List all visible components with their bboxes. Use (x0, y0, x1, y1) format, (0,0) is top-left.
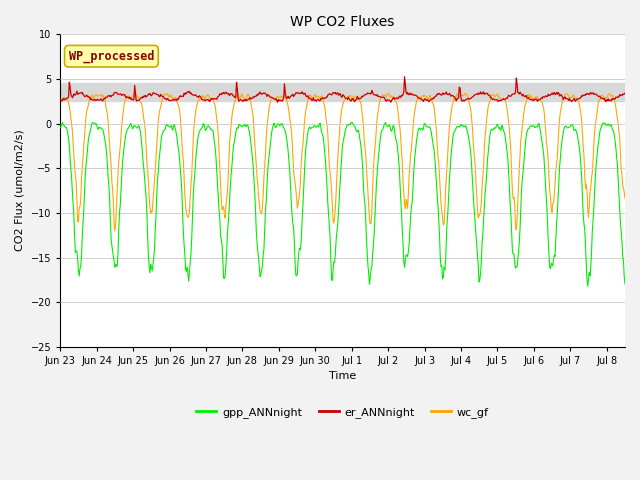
Legend: gpp_ANNnight, er_ANNnight, wc_gf: gpp_ANNnight, er_ANNnight, wc_gf (192, 403, 493, 422)
Text: WP_processed: WP_processed (68, 49, 154, 63)
X-axis label: Time: Time (329, 372, 356, 382)
Y-axis label: CO2 Flux (umol/m2/s): CO2 Flux (umol/m2/s) (15, 130, 25, 252)
Bar (60, 84, 625, 101)
Title: WP CO2 Fluxes: WP CO2 Fluxes (291, 15, 395, 29)
